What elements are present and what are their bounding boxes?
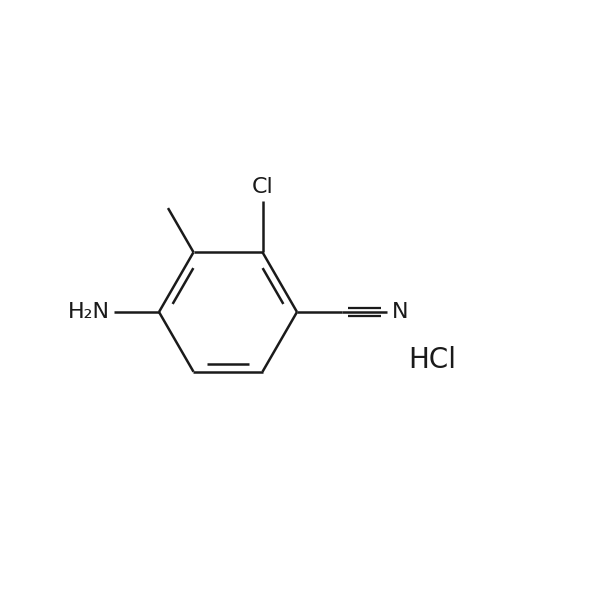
Text: N: N bbox=[392, 302, 408, 322]
Text: Cl: Cl bbox=[251, 177, 274, 197]
Text: HCl: HCl bbox=[408, 346, 456, 374]
Text: H₂N: H₂N bbox=[68, 302, 110, 322]
